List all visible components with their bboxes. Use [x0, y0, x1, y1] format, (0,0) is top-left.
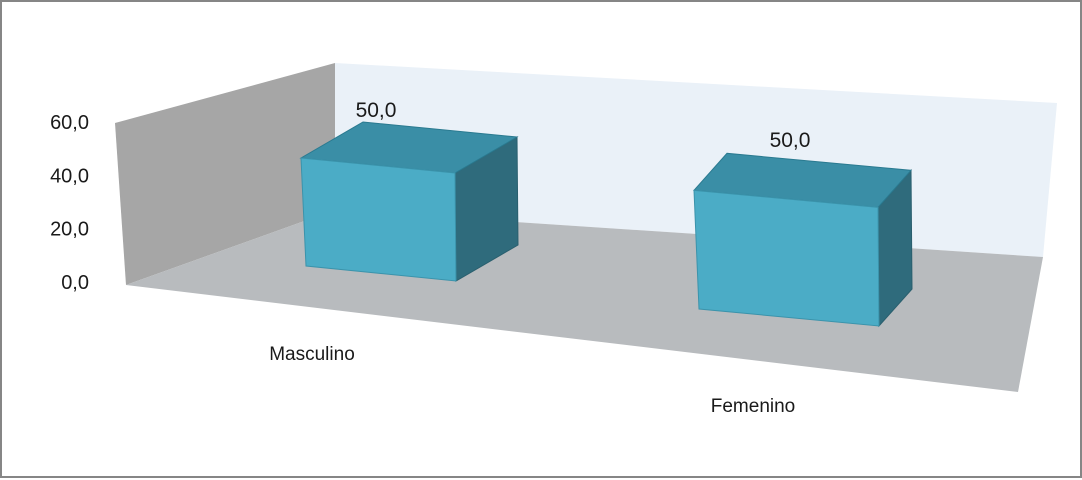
bar-masculino [299, 121, 519, 282]
data-label: 50,0 [770, 129, 811, 152]
bar-front-face [300, 157, 457, 282]
category-label: Femenino [711, 396, 796, 417]
category-label: Masculino [269, 344, 355, 365]
y-tick-label: 20,0 [50, 219, 89, 241]
bar-femenino [692, 152, 913, 328]
y-tick-label: 40,0 [50, 165, 89, 187]
bar-front-face [693, 189, 880, 327]
y-tick-label: 60,0 [50, 112, 89, 134]
data-label: 50,0 [356, 99, 397, 122]
y-tick-label: 0,0 [61, 272, 89, 294]
side-wall [115, 63, 335, 285]
